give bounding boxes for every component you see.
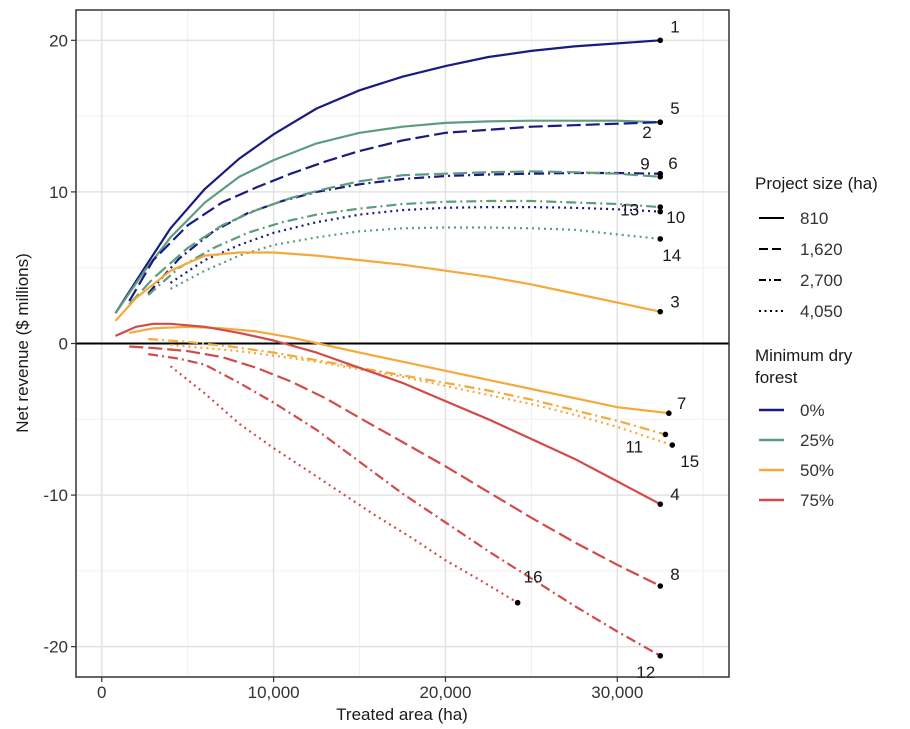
end-label-4: 4 xyxy=(670,485,679,504)
legend-forest-title-line-2: forest xyxy=(755,368,798,387)
series-line-12 xyxy=(148,353,661,657)
end-label-2: 2 xyxy=(642,123,651,142)
series-line-15 xyxy=(170,343,673,447)
x-axis: 0 10,000 20,000 30,000 xyxy=(97,677,643,702)
legend-forest-label-1: 25% xyxy=(800,431,834,450)
x-axis-title: Treated area (ha) xyxy=(336,705,468,724)
end-point-12 xyxy=(657,652,664,659)
legend-size-label-3: 4,050 xyxy=(800,302,843,321)
end-label-16: 16 xyxy=(524,568,543,587)
legend-size-title: Project size (ha) xyxy=(755,174,878,193)
y-axis-title: Net revenue ($ millions) xyxy=(13,253,32,433)
legend-size-label-0: 810 xyxy=(800,209,828,228)
end-label-13: 13 xyxy=(620,201,639,220)
series-line-11 xyxy=(148,337,666,436)
series-lines xyxy=(114,39,673,657)
series-line-6 xyxy=(128,170,661,305)
end-point-13 xyxy=(657,208,664,215)
end-point-8 xyxy=(657,583,664,589)
y-tick-label: 10 xyxy=(49,183,68,202)
end-point-16 xyxy=(514,599,521,606)
legend: Project size (ha) 810 1,620 2,700 4,050 Min… xyxy=(755,174,878,510)
end-label-14: 14 xyxy=(662,246,681,265)
series-line-3 xyxy=(114,251,661,322)
series-line-4 xyxy=(115,322,661,506)
end-label-11: 11 xyxy=(625,437,643,456)
end-label-8: 8 xyxy=(670,565,679,584)
y-tick-label: -10 xyxy=(43,486,68,505)
y-axis: -20 -10 0 10 20 xyxy=(43,31,76,657)
end-point-6 xyxy=(657,173,664,180)
end-label-1: 1 xyxy=(670,17,679,36)
series-line-9 xyxy=(147,171,661,295)
series-line-2 xyxy=(128,121,661,302)
x-tick-label: 0 xyxy=(97,683,106,702)
series-line-8 xyxy=(129,345,661,587)
end-point-1 xyxy=(657,37,664,44)
legend-forest-label-0: 0% xyxy=(800,401,825,420)
series-line-14 xyxy=(169,226,661,290)
legend-forest-label-2: 50% xyxy=(800,461,834,480)
end-label-10: 10 xyxy=(666,208,685,227)
legend-forest-label-3: 75% xyxy=(800,491,834,510)
end-point-11 xyxy=(662,431,669,438)
end-point-7 xyxy=(666,410,672,417)
legend-forest-title-line-1: Minimum dry xyxy=(755,346,853,365)
end-label-5: 5 xyxy=(670,99,679,118)
x-tick-label: 30,000 xyxy=(591,683,643,702)
y-tick-label: 20 xyxy=(49,31,68,50)
y-tick-label: -20 xyxy=(43,638,68,657)
end-point-15 xyxy=(669,442,676,448)
end-point-2 xyxy=(657,119,664,125)
legend-size-label-1: 1,620 xyxy=(800,240,843,259)
end-point-3 xyxy=(657,308,664,315)
end-label-6: 6 xyxy=(668,154,677,173)
series-line-10 xyxy=(147,199,661,296)
end-label-3: 3 xyxy=(670,293,679,312)
end-point-4 xyxy=(657,501,664,507)
y-tick-label: 0 xyxy=(59,335,68,354)
x-tick-label: 10,000 xyxy=(248,683,300,702)
end-label-12: 12 xyxy=(636,663,655,682)
end-label-7: 7 xyxy=(677,394,686,413)
series-line-13 xyxy=(169,206,661,284)
end-label-9: 9 xyxy=(640,155,649,174)
legend-size-label-2: 2,700 xyxy=(800,271,843,290)
end-point-14 xyxy=(657,236,664,242)
end-label-15: 15 xyxy=(680,452,699,471)
end-points xyxy=(514,37,676,659)
series-line-1 xyxy=(114,39,661,314)
series-line-5 xyxy=(114,119,661,314)
x-tick-label: 20,000 xyxy=(419,683,471,702)
end-point-10 xyxy=(657,204,664,210)
